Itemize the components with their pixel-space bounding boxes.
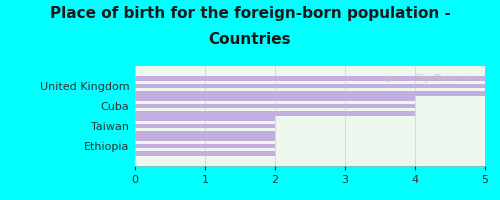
Bar	[135, 144, 275, 148]
Bar	[135, 111, 415, 116]
Bar	[135, 96, 415, 101]
Bar	[135, 116, 275, 121]
Bar	[135, 124, 275, 128]
Bar	[135, 131, 275, 136]
Bar	[135, 76, 485, 81]
Text: ●: ●	[385, 74, 392, 83]
Bar	[135, 151, 275, 156]
Bar	[135, 91, 485, 96]
Text: Countries: Countries	[208, 32, 292, 47]
Text: Place of birth for the foreign-born population -: Place of birth for the foreign-born popu…	[50, 6, 450, 21]
Text: City-Data.com: City-Data.com	[414, 74, 478, 83]
Bar	[135, 104, 415, 108]
Bar	[135, 84, 485, 88]
Bar	[135, 136, 275, 141]
